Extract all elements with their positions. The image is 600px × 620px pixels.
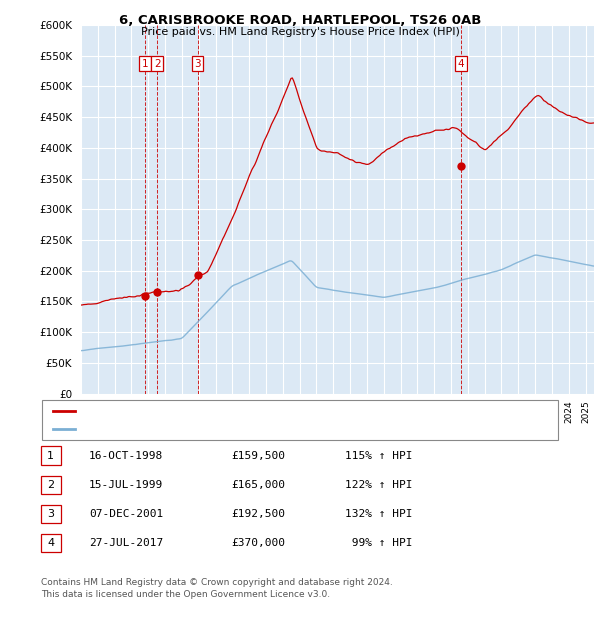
Text: 99% ↑ HPI: 99% ↑ HPI bbox=[345, 538, 413, 548]
Text: 6, CARISBROOKE ROAD, HARTLEPOOL, TS26 0AB: 6, CARISBROOKE ROAD, HARTLEPOOL, TS26 0A… bbox=[119, 14, 481, 27]
Text: 15-JUL-1999: 15-JUL-1999 bbox=[89, 480, 163, 490]
Text: 122% ↑ HPI: 122% ↑ HPI bbox=[345, 480, 413, 490]
Text: 2: 2 bbox=[47, 480, 54, 490]
Text: £370,000: £370,000 bbox=[231, 538, 285, 548]
Text: 115% ↑ HPI: 115% ↑ HPI bbox=[345, 451, 413, 461]
Text: £192,500: £192,500 bbox=[231, 509, 285, 519]
Text: 1: 1 bbox=[142, 58, 148, 69]
Text: 2: 2 bbox=[154, 58, 161, 69]
Text: 07-DEC-2001: 07-DEC-2001 bbox=[89, 509, 163, 519]
Text: £165,000: £165,000 bbox=[231, 480, 285, 490]
Text: 3: 3 bbox=[194, 58, 201, 69]
Text: This data is licensed under the Open Government Licence v3.0.: This data is licensed under the Open Gov… bbox=[41, 590, 330, 600]
Text: HPI: Average price, detached house, Hartlepool: HPI: Average price, detached house, Hart… bbox=[81, 424, 313, 434]
Text: 3: 3 bbox=[47, 509, 54, 519]
Text: 1: 1 bbox=[47, 451, 54, 461]
Text: Price paid vs. HM Land Registry's House Price Index (HPI): Price paid vs. HM Land Registry's House … bbox=[140, 27, 460, 37]
Text: 4: 4 bbox=[457, 58, 464, 69]
Text: 16-OCT-1998: 16-OCT-1998 bbox=[89, 451, 163, 461]
Text: 6, CARISBROOKE ROAD, HARTLEPOOL, TS26 0AB (detached house): 6, CARISBROOKE ROAD, HARTLEPOOL, TS26 0A… bbox=[81, 406, 409, 416]
Text: 27-JUL-2017: 27-JUL-2017 bbox=[89, 538, 163, 548]
Text: Contains HM Land Registry data © Crown copyright and database right 2024.: Contains HM Land Registry data © Crown c… bbox=[41, 578, 392, 587]
Text: £159,500: £159,500 bbox=[231, 451, 285, 461]
Text: 132% ↑ HPI: 132% ↑ HPI bbox=[345, 509, 413, 519]
Text: 4: 4 bbox=[47, 538, 54, 548]
